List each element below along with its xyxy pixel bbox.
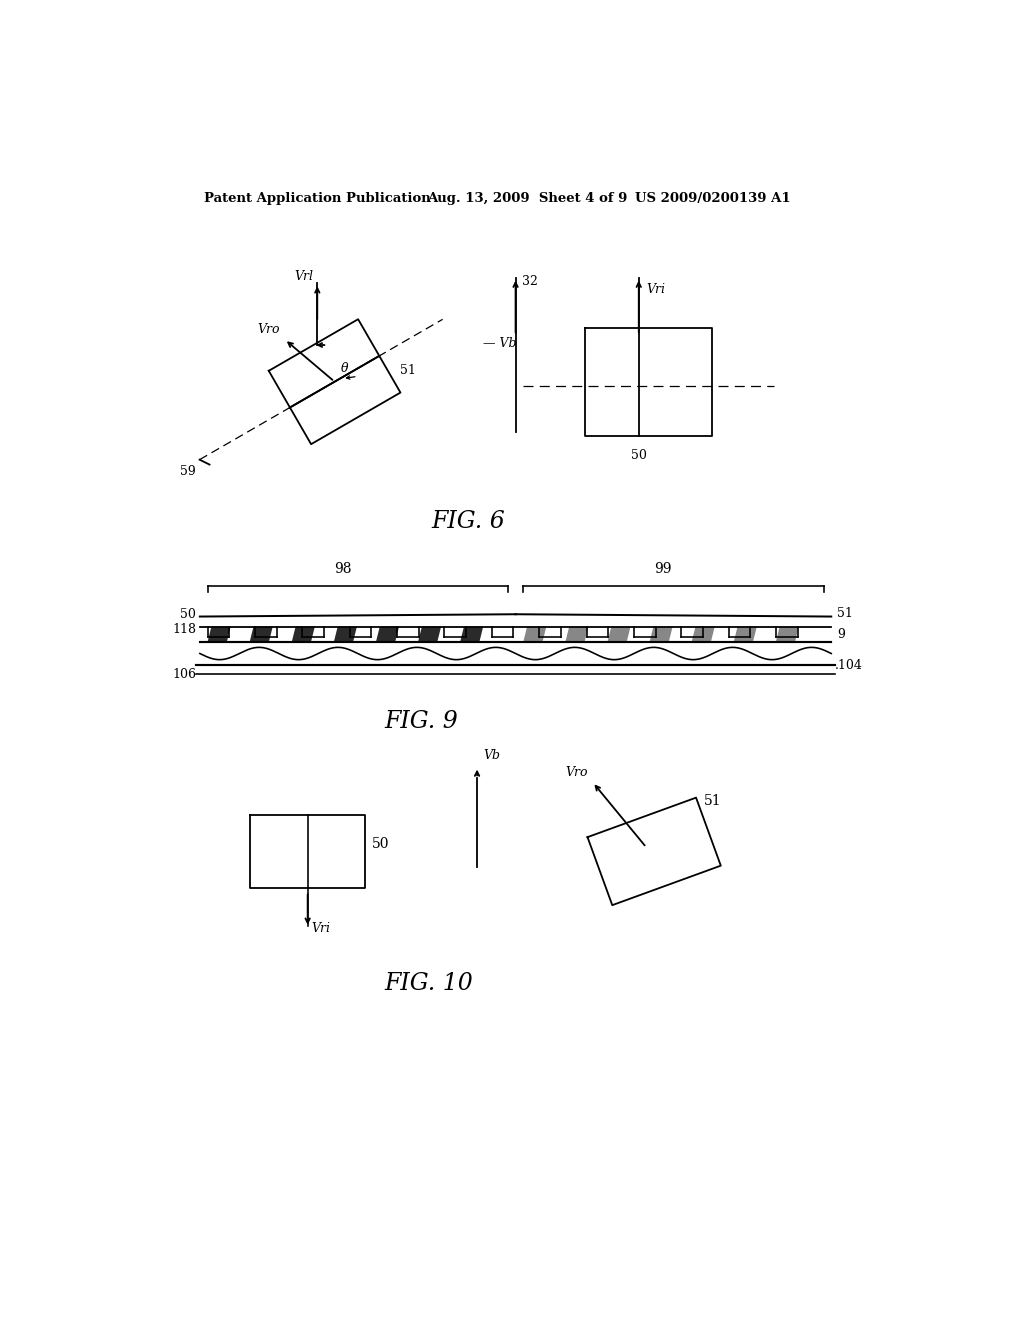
Polygon shape [208, 627, 230, 642]
Text: US 2009/0200139 A1: US 2009/0200139 A1 [635, 191, 791, 205]
Polygon shape [691, 627, 715, 642]
Text: 9: 9 [838, 628, 845, 642]
Text: Vri: Vri [646, 284, 666, 296]
Polygon shape [565, 627, 589, 642]
Text: Vro: Vro [565, 766, 588, 779]
Text: 118: 118 [172, 623, 196, 636]
Polygon shape [607, 627, 631, 642]
Polygon shape [734, 627, 757, 642]
Text: 50: 50 [631, 449, 647, 462]
Polygon shape [523, 627, 547, 642]
Text: FIG. 9: FIG. 9 [385, 710, 459, 733]
Text: 50: 50 [372, 837, 389, 850]
Text: Vri: Vri [311, 923, 331, 936]
Text: 51: 51 [400, 364, 416, 378]
Text: 50: 50 [180, 609, 196, 622]
Polygon shape [376, 627, 399, 642]
Text: 59: 59 [180, 465, 196, 478]
Polygon shape [460, 627, 483, 642]
Text: 106: 106 [172, 668, 196, 681]
Text: FIG. 6: FIG. 6 [431, 510, 505, 533]
Text: Aug. 13, 2009  Sheet 4 of 9: Aug. 13, 2009 Sheet 4 of 9 [427, 191, 628, 205]
Text: .104: .104 [836, 659, 863, 672]
Text: 51: 51 [838, 607, 853, 619]
Text: 99: 99 [654, 562, 672, 577]
Polygon shape [292, 627, 314, 642]
Text: Vb: Vb [483, 748, 500, 762]
Polygon shape [649, 627, 673, 642]
Polygon shape [776, 627, 799, 642]
Text: Vro: Vro [258, 323, 281, 337]
Text: θ: θ [341, 363, 348, 375]
Text: Vrl: Vrl [294, 269, 313, 282]
Text: 98: 98 [335, 562, 352, 577]
Polygon shape [334, 627, 357, 642]
Polygon shape [418, 627, 441, 642]
Text: — Vb: — Vb [483, 337, 517, 350]
Text: 32: 32 [521, 276, 538, 289]
Text: FIG. 10: FIG. 10 [385, 972, 473, 995]
Text: 51: 51 [703, 795, 721, 808]
Polygon shape [250, 627, 272, 642]
Text: Patent Application Publication: Patent Application Publication [204, 191, 430, 205]
